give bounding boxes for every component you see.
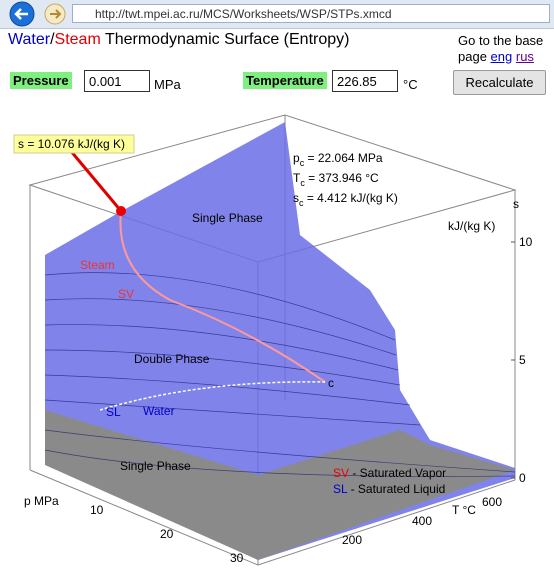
legend-key: SV	[333, 466, 349, 480]
subscript: c	[299, 198, 304, 208]
legend-entry: SL - Saturated Liquid	[333, 482, 445, 496]
ticks: 0 5 10 10 20 30 200 400 600	[90, 235, 533, 565]
field-label: Temperature	[243, 72, 327, 89]
button[interactable]: Recalculate	[453, 70, 546, 95]
link[interactable]: rus	[515, 49, 534, 64]
region-label: Water	[143, 404, 175, 418]
link[interactable]: eng	[490, 49, 513, 64]
title-word: Water	[8, 31, 51, 48]
p-tick-label: 20	[160, 527, 174, 541]
legend-text: - Saturated Liquid	[347, 482, 445, 496]
symbol: p	[293, 151, 300, 165]
axis-label: T °C	[452, 503, 476, 517]
value-text: = 4.412 kJ/(kg K)	[304, 191, 398, 205]
axis-label: kJ/(kg K)	[448, 219, 495, 233]
input[interactable]: 0.001	[84, 70, 150, 92]
region-label: Double Phase	[134, 352, 210, 366]
liquid-surface	[45, 410, 515, 560]
s-tick-label: 10	[519, 235, 533, 249]
callout: s = 10.076 kJ/(kg K)	[18, 137, 125, 151]
title-word: Steam	[54, 31, 101, 48]
value-text: = 22.064 MPa	[304, 151, 383, 165]
title-slash: /	[50, 31, 55, 48]
value-text: = 373.946 °C	[305, 171, 379, 185]
s-tick-label: 0	[519, 471, 526, 485]
t-tick-label: 600	[482, 495, 502, 509]
title-rest: Thermodynamic Surface (Entropy)	[100, 31, 350, 48]
page-title: Water/Steam Thermodynamic Surface (Entro…	[8, 31, 349, 49]
axis-label: p MPa	[24, 494, 59, 508]
subscript: c	[300, 178, 305, 188]
field-label: Pressure	[10, 72, 72, 89]
input[interactable]: 226.85	[332, 70, 398, 92]
critical-value: pc = 22.064 MPa	[293, 151, 383, 168]
callout-box	[13, 134, 135, 154]
axis-label: s	[513, 197, 519, 211]
isolines	[44, 272, 516, 477]
p-tick-label: 10	[90, 503, 104, 517]
legend-text: - Saturated Vapor	[349, 466, 446, 480]
callout-arrow	[68, 149, 123, 212]
nav-buttons	[9, 1, 66, 27]
base-links: Go to the base page eng rus	[458, 33, 550, 65]
legend-entry: SV - Saturated Vapor	[333, 466, 446, 480]
t-tick-label: 200	[342, 533, 362, 547]
saturated-vapor-line	[119, 210, 326, 383]
critical-value: sc = 4.412 kJ/(kg K)	[293, 191, 398, 208]
legend-key: SL	[333, 482, 348, 496]
t-tick-label: 400	[412, 514, 432, 528]
region-label: Single Phase	[192, 211, 263, 225]
region-label: Steam	[80, 258, 115, 272]
state-point	[116, 206, 126, 216]
unit: °C	[403, 77, 418, 92]
symbol: s	[293, 191, 299, 205]
unit: MPa	[154, 77, 181, 92]
saturated-liquid-line	[99, 381, 326, 411]
region-label: Single Phase	[120, 459, 191, 473]
address-bar[interactable]: http://twt.mpei.ac.ru/MCS/Worksheets/WSP…	[72, 4, 550, 23]
browser-bar: http://twt.mpei.ac.ru/MCS/Worksheets/WSP…	[0, 0, 554, 29]
base-text: Go to the base page	[458, 33, 544, 64]
p-tick-label: 30	[230, 551, 244, 565]
region-label: SL	[106, 405, 121, 419]
region-label: c	[328, 376, 334, 390]
region-label: SV	[118, 287, 134, 301]
subscript: c	[300, 158, 305, 168]
critical-value: Tc = 373.946 °C	[293, 171, 379, 188]
symbol: T	[293, 171, 301, 185]
s-tick-label: 5	[519, 353, 526, 367]
